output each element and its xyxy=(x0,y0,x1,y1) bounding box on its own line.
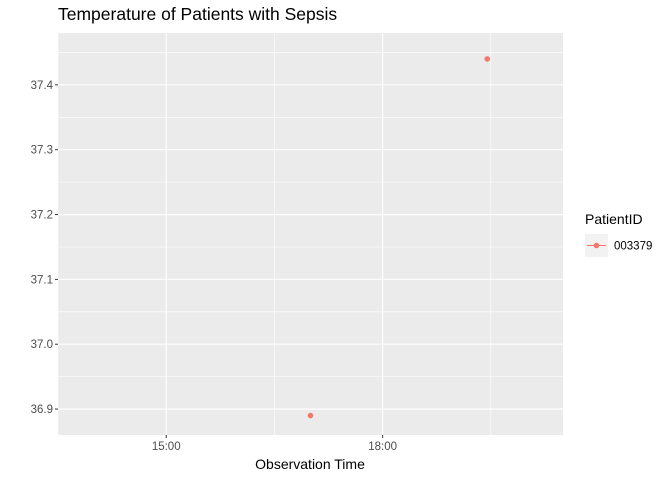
x-tick-label: 18:00 xyxy=(368,441,397,453)
data-point xyxy=(484,56,491,62)
y-tick-label: 37.2 xyxy=(31,210,53,222)
x-axis-ticks: 15:00 18:00 xyxy=(152,435,397,453)
chart-title: Temperature of Patients with Sepsis xyxy=(58,4,337,24)
y-tick-label: 37.0 xyxy=(31,339,53,351)
legend-label: 003379 xyxy=(614,241,652,253)
x-axis-title: Observation Time xyxy=(255,456,365,472)
y-tick-label: 37.3 xyxy=(31,145,53,157)
legend: PatientID 003379 xyxy=(585,211,652,257)
plot-panel xyxy=(58,33,563,435)
data-points xyxy=(307,56,491,419)
legend-key-point xyxy=(593,242,600,249)
data-point xyxy=(307,412,314,419)
y-tick-label: 36.9 xyxy=(31,404,53,416)
y-axis-ticks: 36.9 37.0 37.1 37.2 37.3 37.4 xyxy=(31,80,58,416)
legend-title: PatientID xyxy=(585,211,643,227)
y-tick-label: 37.4 xyxy=(31,80,54,92)
y-tick-label: 37.1 xyxy=(31,274,53,286)
x-tick-label: 15:00 xyxy=(152,441,181,453)
grid-lines xyxy=(57,33,563,435)
